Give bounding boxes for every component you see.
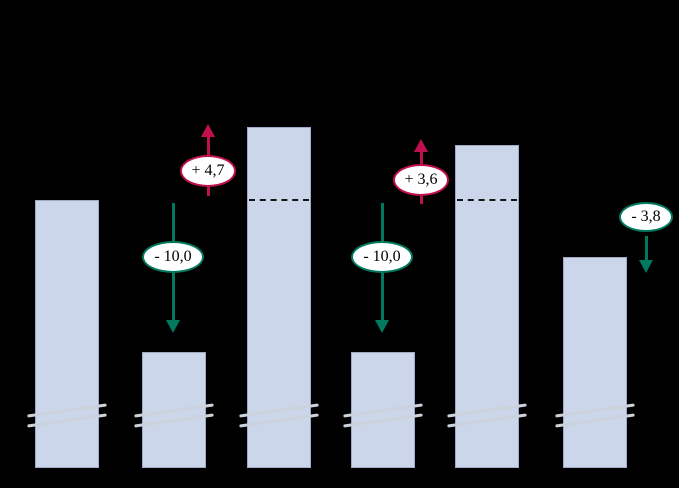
annotation-badge: - 3,8 xyxy=(619,202,673,232)
arrow-down-icon xyxy=(375,320,389,333)
reference-dashed-line xyxy=(249,199,309,201)
bar-1 xyxy=(35,200,99,468)
reference-dashed-line xyxy=(457,199,517,201)
arrow-up-icon xyxy=(201,124,215,137)
annotation-badge: + 4,7 xyxy=(180,155,236,187)
annotation-badge: - 10,0 xyxy=(142,241,204,273)
annotation-badge: - 10,0 xyxy=(351,241,413,273)
annotation-badge: + 3,6 xyxy=(393,164,449,196)
annotation-arrow-line xyxy=(644,236,648,263)
arrow-down-icon xyxy=(639,260,653,273)
arrow-up-icon xyxy=(414,139,428,152)
bar-6 xyxy=(563,257,627,468)
arrow-down-icon xyxy=(166,320,180,333)
